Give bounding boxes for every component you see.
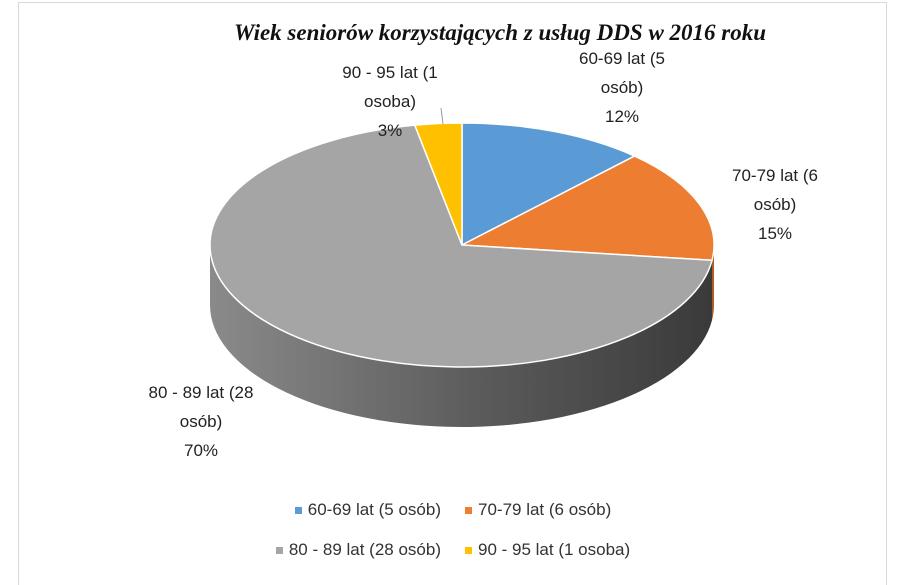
slice — [209, 124, 713, 368]
legend: 60-69 lat (5 osób) 70-79 lat (6 osób) — [0, 500, 906, 520]
data-label-name: 80 - 89 lat (28 osób) — [148, 383, 254, 431]
data-label-value: 3% — [377, 121, 403, 140]
slice-side — [210, 245, 713, 428]
legend-label: 80 - 89 lat (28 osób) — [288, 540, 441, 559]
slice-side — [712, 245, 714, 321]
chart-title: Wiek seniorów korzystających z usług DDS… — [233, 20, 767, 45]
data-label: 90 - 95 lat (1 osoba) 3% — [330, 58, 450, 145]
legend-item: 90 - 95 lat (1 osoba) — [465, 540, 630, 560]
data-label-value: 12% — [604, 107, 640, 126]
data-label-value: 70% — [183, 441, 219, 460]
legend-item: 70-79 lat (6 osób) — [465, 500, 611, 520]
data-label-name: 60-69 lat (5 osób) — [579, 49, 665, 97]
legend-label: 70-79 lat (6 osób) — [478, 500, 612, 519]
legend-label: 90 - 95 lat (1 osoba) — [478, 540, 631, 559]
leader-line — [440, 107, 444, 125]
data-label-name: 90 - 95 lat (1 osoba) — [342, 63, 438, 111]
slice — [413, 122, 463, 246]
data-label-name: 70-79 lat (6 osób) — [732, 166, 818, 214]
legend-item: 60-69 lat (5 osób) — [294, 500, 441, 520]
chart-frame — [18, 2, 887, 585]
legend-swatch — [294, 507, 302, 515]
legend-swatch — [465, 507, 472, 515]
data-label-value: 15% — [757, 224, 793, 243]
slice — [461, 122, 637, 247]
data-label: 80 - 89 lat (28 osób) 70% — [135, 378, 267, 465]
legend-item: 80 - 89 lat (28 osób) — [275, 540, 441, 560]
legend: 80 - 89 lat (28 osób) 90 - 95 lat (1 osob… — [0, 540, 906, 560]
legend-label: 60-69 lat (5 osób) — [307, 500, 441, 519]
slice — [459, 155, 715, 262]
data-label: 60-69 lat (5 osób) 12% — [567, 44, 677, 131]
legend-swatch — [275, 547, 283, 555]
data-label: 70-79 lat (6 osób) 15% — [720, 161, 830, 248]
legend-swatch — [465, 547, 472, 555]
